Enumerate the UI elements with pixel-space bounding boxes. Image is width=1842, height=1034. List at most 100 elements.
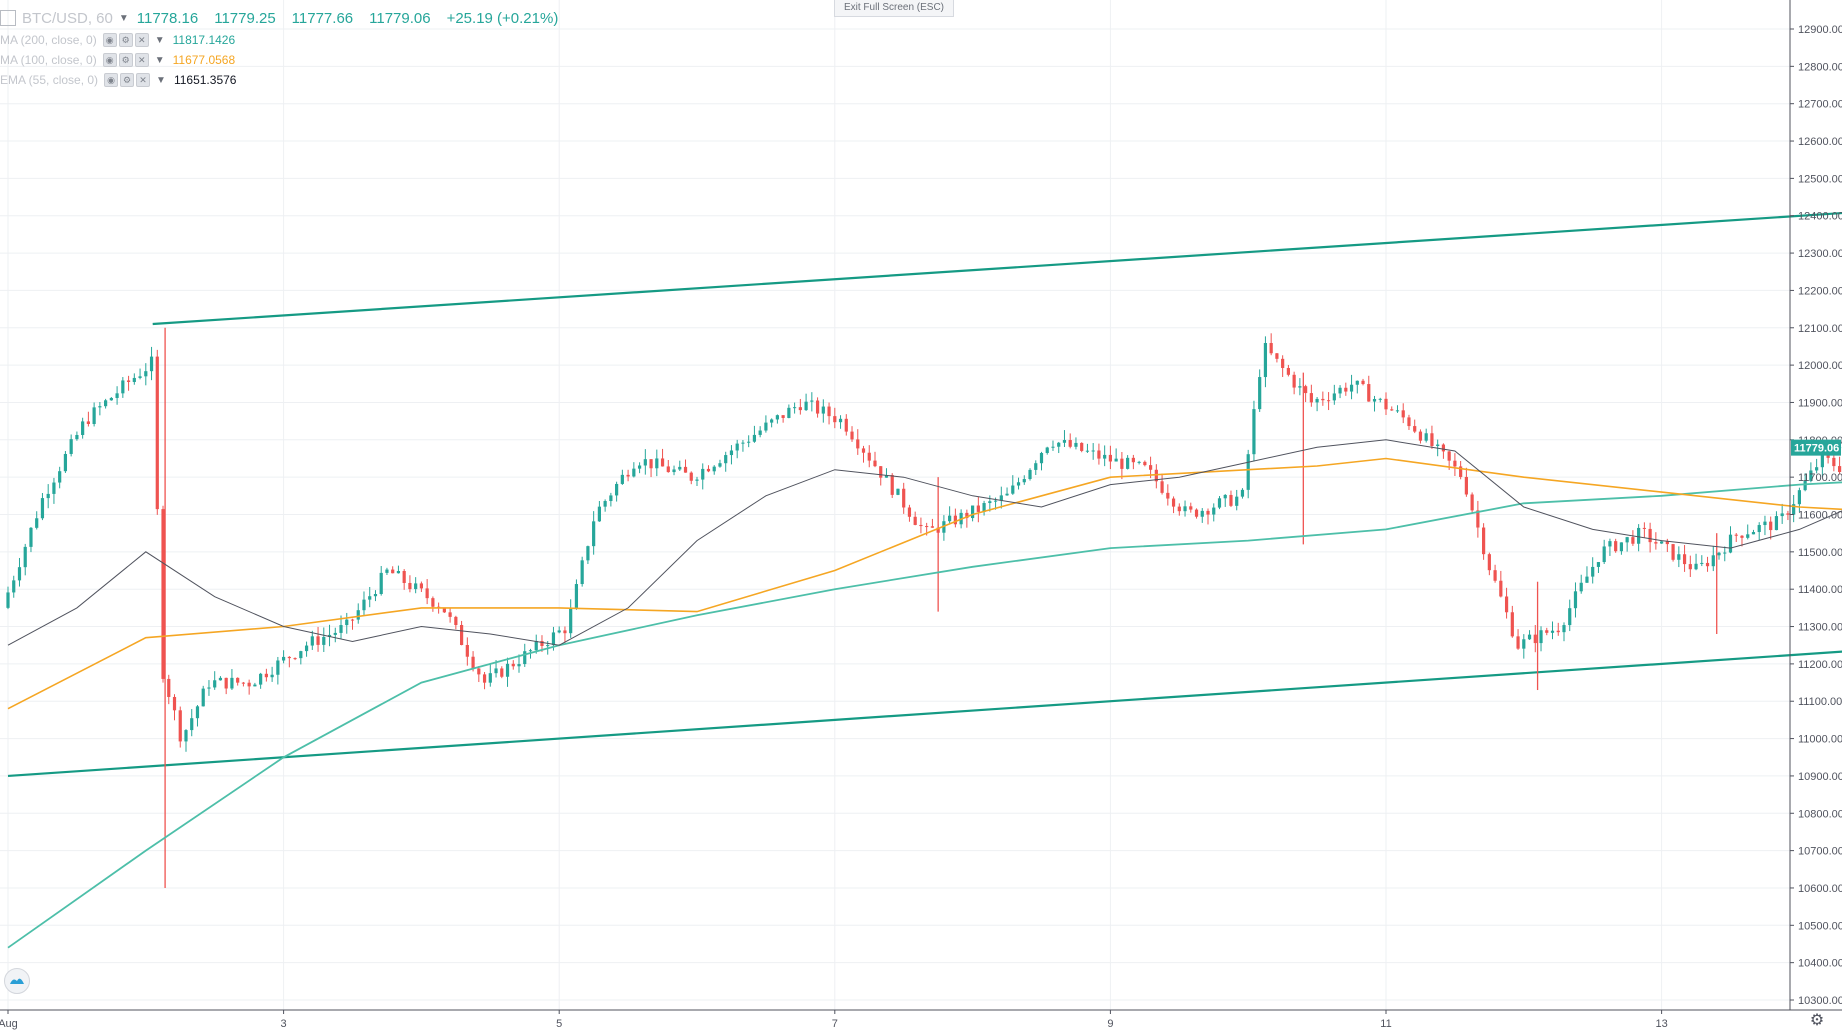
candle-up [1045, 447, 1049, 453]
candle-down [879, 466, 883, 478]
price-tick-label: 11300.00 [1798, 622, 1842, 634]
candle-up [109, 397, 113, 401]
chevron-down-icon[interactable]: ▼ [154, 34, 165, 46]
indicator-legend-ema55[interactable]: EMA (55, close, 0) ◉ ⚙ ✕ ▼ 11651.3576 [0, 70, 236, 90]
symbol-menu-icon[interactable] [0, 10, 16, 26]
chevron-down-icon[interactable]: ▼ [154, 54, 165, 66]
candle-down [477, 668, 481, 675]
candle-up [1602, 546, 1606, 563]
high-value: 11779.25 [214, 9, 276, 27]
tradingview-logo-icon[interactable] [4, 968, 30, 994]
settings-icon[interactable]: ⚙ [118, 33, 133, 47]
candle-down [264, 673, 268, 678]
indicator-controls[interactable]: ◉ ⚙ ✕ [102, 53, 149, 67]
candle-down [1194, 509, 1199, 517]
indicator-controls[interactable]: ◉ ⚙ ✕ [102, 33, 149, 47]
candle-down [167, 678, 171, 697]
remove-icon[interactable]: ✕ [136, 73, 151, 87]
candle-up [1774, 516, 1779, 531]
candle-down [919, 524, 923, 527]
candle-down [1464, 476, 1468, 495]
candle-up [1803, 480, 1807, 491]
candle-down [706, 468, 711, 472]
candle-down [1642, 527, 1646, 529]
symbol-label[interactable]: BTC/USD, 60 [22, 9, 113, 27]
candle-up [517, 664, 521, 667]
visibility-icon[interactable]: ◉ [102, 33, 117, 47]
gear-icon[interactable]: ⚙ [1809, 1012, 1825, 1029]
candle-up [557, 630, 561, 633]
candle-down [511, 663, 515, 667]
candle-up [1137, 461, 1141, 463]
candle-down [867, 452, 871, 461]
candle-up [1660, 541, 1664, 544]
candle-up [695, 479, 699, 481]
time-tick-label: 3 [281, 1018, 287, 1030]
candle-up [999, 495, 1003, 501]
chevron-down-icon[interactable]: ▼ [118, 12, 129, 24]
candle-up [213, 680, 217, 688]
candle-down [844, 418, 848, 432]
candle-up [592, 521, 596, 547]
candle-up [574, 584, 579, 609]
candle-up [810, 400, 814, 402]
indicator-legend-ma100[interactable]: MA (100, close, 0) ◉ ⚙ ✕ ▼ 11677.0568 [0, 50, 235, 70]
candle-down [1631, 537, 1635, 544]
candle-up [1694, 563, 1698, 570]
candle-down [448, 612, 452, 617]
remove-icon[interactable]: ✕ [134, 33, 149, 47]
candle-down [827, 406, 831, 417]
exit-fullscreen-button[interactable]: Exit Full Screen (ESC) [834, 0, 954, 17]
candle-down [1688, 564, 1692, 570]
candle-down [1837, 466, 1842, 472]
candle-up [35, 518, 39, 528]
candle-up [678, 466, 682, 470]
candle-up [1746, 534, 1750, 538]
candle-up [1355, 380, 1359, 385]
candle-up [368, 596, 372, 600]
price-tick-label: 10500.00 [1798, 920, 1842, 932]
candle-up [1820, 453, 1824, 468]
candle-up [982, 503, 986, 512]
indicator-controls[interactable]: ◉ ⚙ ✕ [104, 73, 151, 87]
candle-up [414, 583, 418, 590]
candle-up [40, 498, 45, 519]
candle-up [793, 407, 797, 409]
candle-down [247, 682, 251, 687]
settings-icon[interactable]: ⚙ [118, 53, 133, 67]
visibility-icon[interactable]: ◉ [102, 53, 117, 67]
candle-down [689, 472, 693, 481]
candle-down [1068, 440, 1072, 447]
candle-up [1637, 527, 1641, 544]
candle-up [1792, 504, 1796, 515]
candle-down [833, 416, 837, 423]
candle-up [620, 474, 624, 484]
candle-up [637, 465, 642, 469]
candle-up [1200, 510, 1204, 517]
candle-down [1367, 384, 1371, 402]
candle-up [1315, 398, 1319, 403]
price-tag-layer: 11779.06 [1790, 439, 1842, 456]
candle-up [569, 608, 573, 634]
settings-icon[interactable]: ⚙ [120, 73, 135, 87]
indicator-legend-ma200[interactable]: MA (200, close, 0) ◉ ⚙ ✕ ▼ 11817.1426 [0, 30, 235, 50]
candle-down [236, 677, 240, 683]
candle-down [1361, 380, 1365, 385]
visibility-icon[interactable]: ◉ [104, 73, 119, 87]
candle-up [98, 406, 102, 408]
chevron-down-icon[interactable]: ▼ [156, 74, 166, 86]
candle-down [1154, 469, 1158, 482]
candle-down [965, 512, 969, 519]
candle-up [1717, 552, 1721, 556]
candle-up [896, 488, 900, 495]
candle-up [1780, 513, 1784, 517]
candle-down [1269, 343, 1273, 354]
remove-icon[interactable]: ✕ [134, 53, 149, 67]
price-tick-label: 12400.00 [1798, 211, 1842, 223]
grid-layer [0, 0, 1790, 1010]
candle-up [1126, 457, 1130, 469]
upper-channel [152, 211, 1842, 326]
candle-down [1648, 528, 1652, 543]
